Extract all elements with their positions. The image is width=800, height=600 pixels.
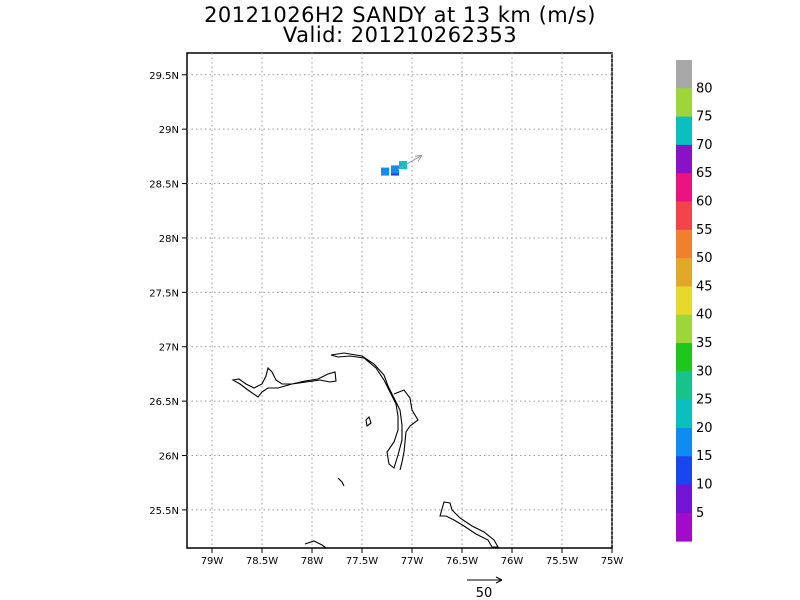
colorbar-label: 45: [696, 279, 713, 294]
colorbar-segment: [676, 427, 692, 457]
reference-vector-arrowhead: [495, 576, 503, 584]
colorbar-segment: [676, 173, 692, 202]
lon-label: 78.5W: [246, 556, 278, 567]
colorbar-segment: [676, 88, 692, 118]
title-line-2: Valid: 201210262353: [282, 23, 518, 47]
colorbar-segment: [676, 371, 692, 401]
latitude-labels: 29.5N 29N 28.5N 28N 27.5N 27N 26.5N 26N 25.5N: [149, 71, 179, 517]
lon-label: 77.5W: [346, 556, 378, 567]
wind-vector-head: [414, 154, 423, 162]
small-cay-2: [337, 477, 345, 487]
lat-label: 29N: [159, 125, 179, 136]
colorbar-label: 70: [696, 138, 713, 153]
colorbar-label: 65: [696, 166, 713, 181]
colorbar-segment: [676, 286, 692, 316]
lat-label: 26N: [159, 452, 179, 463]
wind-vector: [397, 154, 423, 170]
data-cell: [399, 161, 407, 170]
colorbar-label: 30: [696, 364, 713, 379]
small-cay-1: [365, 415, 372, 427]
colorbar-segment: [676, 314, 692, 344]
colorbar-label: 75: [696, 110, 713, 125]
lon-label: 77W: [401, 556, 424, 567]
lat-label: 25.5N: [149, 506, 179, 517]
colorbar-segment: [676, 512, 692, 542]
lon-label: 76.5W: [446, 556, 478, 567]
colorbar-label: 50: [696, 251, 713, 266]
reference-vector-label: 50: [476, 586, 493, 600]
colorbar-segment: [676, 258, 692, 287]
map-frame: [186, 52, 613, 549]
colorbar-label: 15: [696, 449, 713, 464]
colorbar-segment: [676, 456, 692, 485]
lat-label: 29.5N: [149, 71, 179, 82]
lon-label: 75.5W: [546, 556, 578, 567]
lat-label: 28N: [159, 234, 179, 245]
colorbar: 80 75 70 65 60 55 50 45 40 35 30 25 20 15 10 5: [676, 60, 713, 542]
title-line-1: 20121026H2 SANDY at 13 km (m/s): [204, 3, 596, 27]
lon-label: 79W: [201, 556, 224, 567]
colorbar-segment: [676, 60, 692, 89]
new-providence-coast: [304, 540, 327, 549]
abaco-coast: [330, 352, 403, 469]
lon-label: 75W: [601, 556, 624, 567]
coastline: [231, 352, 499, 549]
map-grid: [182, 53, 613, 553]
lat-label: 27N: [159, 343, 179, 354]
lat-label: 28.5N: [149, 180, 179, 191]
colorbar-label: 25: [696, 393, 713, 408]
reference-vector: 50: [467, 576, 503, 600]
colorbar-label: 60: [696, 195, 713, 210]
colorbar-segment: [676, 201, 692, 231]
longitude-labels: 79W 78.5W 78W 77.5W 77W 76.5W 76W 75.5W 75W: [201, 556, 624, 567]
data-cell: [381, 167, 389, 176]
wind-vector-shaft: [397, 154, 423, 170]
colorbar-label: 80: [696, 81, 713, 96]
colorbar-segment: [676, 399, 692, 429]
eleuthera-coast: [439, 501, 499, 548]
colorbar-label: 55: [696, 223, 713, 238]
colorbar-label: 35: [696, 336, 713, 351]
colorbar-segment: [676, 229, 692, 259]
grand-bahama-coast: [231, 366, 337, 398]
data-cell: [391, 165, 399, 174]
lat-label: 27.5N: [149, 288, 179, 299]
lon-label: 76W: [501, 556, 524, 567]
colorbar-segment: [676, 116, 692, 146]
colorbar-label: 10: [696, 478, 713, 493]
abaco-east-coast: [393, 389, 419, 471]
colorbar-label: 20: [696, 421, 713, 436]
colorbar-label: 5: [696, 506, 704, 521]
radar-data-cells: [381, 161, 407, 176]
colorbar-label: 40: [696, 308, 713, 323]
colorbar-segment: [676, 343, 692, 372]
lon-label: 78W: [301, 556, 324, 567]
lat-label: 26.5N: [149, 397, 179, 408]
colorbar-segment: [676, 484, 692, 514]
colorbar-segment: [676, 144, 692, 174]
